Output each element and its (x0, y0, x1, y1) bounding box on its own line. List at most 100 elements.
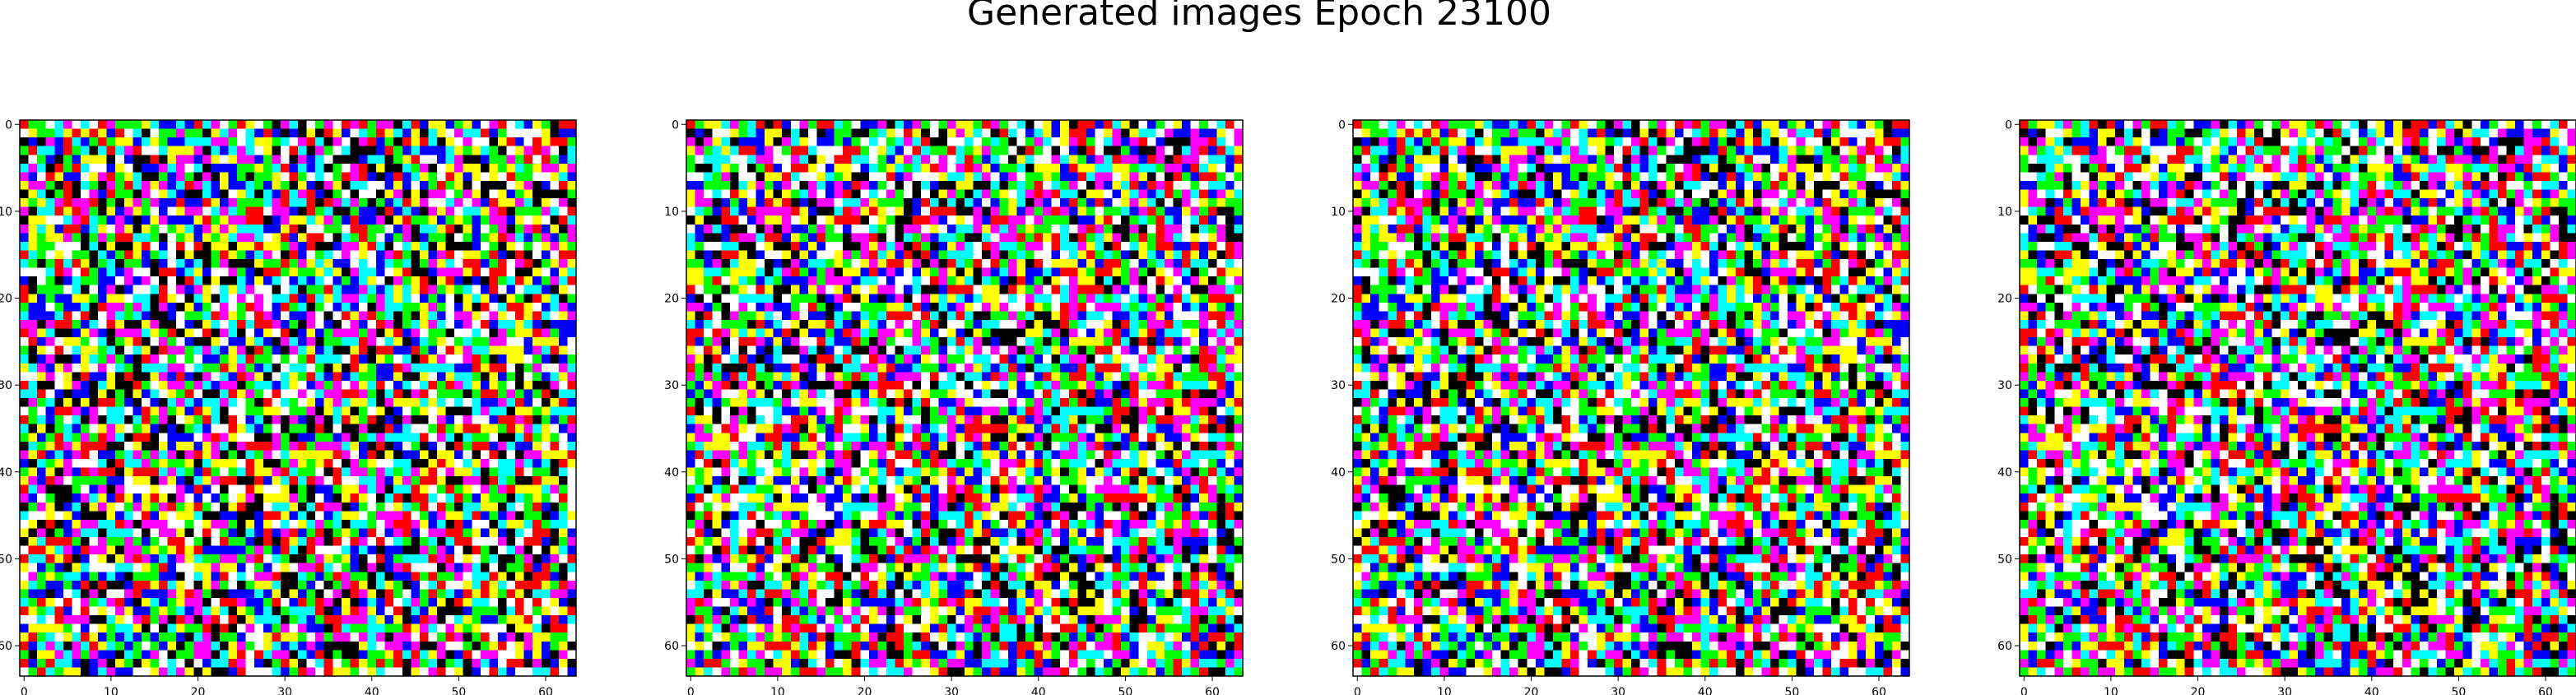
pixel (37, 450, 47, 460)
pixel (37, 267, 47, 277)
pixel (982, 206, 992, 216)
pixel (384, 572, 394, 581)
pixel (472, 484, 481, 494)
pixel (193, 146, 203, 155)
pixel (472, 632, 481, 642)
pixel (280, 658, 290, 668)
pixel (1068, 163, 1078, 173)
pixel (990, 155, 1000, 164)
pixel (411, 233, 421, 243)
pixel (341, 233, 351, 243)
pixel (272, 658, 281, 668)
pixel (437, 606, 446, 616)
pixel (323, 180, 333, 190)
pixel (133, 528, 142, 538)
pixel (332, 285, 342, 294)
pixel (176, 658, 186, 668)
pixel (1182, 120, 1192, 129)
pixel (904, 146, 914, 155)
pixel (428, 528, 438, 538)
pixel (472, 128, 481, 138)
pixel (20, 615, 29, 625)
pixel (141, 328, 151, 338)
pixel (393, 294, 403, 303)
pixel (411, 406, 421, 416)
pixel (106, 224, 116, 234)
pixel (999, 128, 1009, 138)
pixel (115, 615, 125, 625)
pixel (506, 580, 516, 590)
pixel (20, 146, 29, 155)
pixel (480, 363, 490, 373)
pixel (921, 206, 931, 216)
pixel (523, 667, 533, 677)
pixel (523, 380, 533, 390)
pixel (515, 120, 525, 129)
pixel (746, 224, 756, 234)
pixel (384, 302, 394, 312)
pixel (106, 250, 116, 260)
pixel (28, 519, 38, 529)
pixel (541, 198, 551, 208)
pixel (228, 389, 238, 399)
pixel (746, 189, 756, 199)
pixel (393, 285, 403, 294)
pixel (193, 545, 203, 555)
pixel (860, 128, 870, 138)
pixel (393, 328, 403, 338)
pixel (1104, 120, 1113, 129)
pixel (550, 180, 560, 190)
pixel (704, 198, 714, 208)
pixel (532, 328, 542, 338)
pixel (272, 137, 281, 147)
pixel (1086, 163, 1095, 173)
pixel (506, 511, 516, 521)
pixel (315, 389, 325, 399)
pixel (411, 294, 421, 303)
pixel (298, 406, 307, 416)
pixel (532, 476, 542, 486)
pixel (341, 441, 351, 451)
pixel (1216, 215, 1226, 225)
pixel (411, 172, 421, 182)
pixel (193, 450, 203, 460)
pixel (133, 259, 142, 268)
pixel (298, 502, 307, 512)
pixel (384, 528, 394, 538)
pixel (704, 163, 714, 173)
pixel (350, 415, 360, 425)
pixel (245, 545, 255, 555)
pixel (20, 519, 29, 529)
pixel (237, 476, 247, 486)
pixel (306, 128, 316, 138)
pixel (523, 632, 533, 642)
pixel (245, 337, 255, 347)
pixel (98, 572, 108, 581)
pixel (20, 597, 29, 607)
pixel (738, 206, 748, 216)
pixel (567, 337, 577, 347)
pixel (1146, 137, 1156, 147)
pixel (480, 189, 490, 199)
pixel (306, 415, 316, 425)
pixel (280, 250, 290, 260)
pixel (263, 406, 272, 416)
pixel (350, 433, 360, 442)
pixel (306, 241, 316, 251)
pixel (133, 554, 142, 564)
pixel (323, 198, 333, 208)
pixel (306, 606, 316, 616)
pixel (1060, 189, 1070, 199)
pixel (63, 589, 72, 599)
pixel (1068, 224, 1078, 234)
pixel (115, 163, 125, 173)
pixel (272, 484, 281, 494)
pixel (358, 363, 368, 373)
pixel (895, 137, 904, 147)
pixel (245, 372, 255, 382)
pixel (289, 224, 299, 234)
pixel (558, 450, 568, 460)
pixel (237, 137, 247, 147)
pixel (437, 580, 446, 590)
